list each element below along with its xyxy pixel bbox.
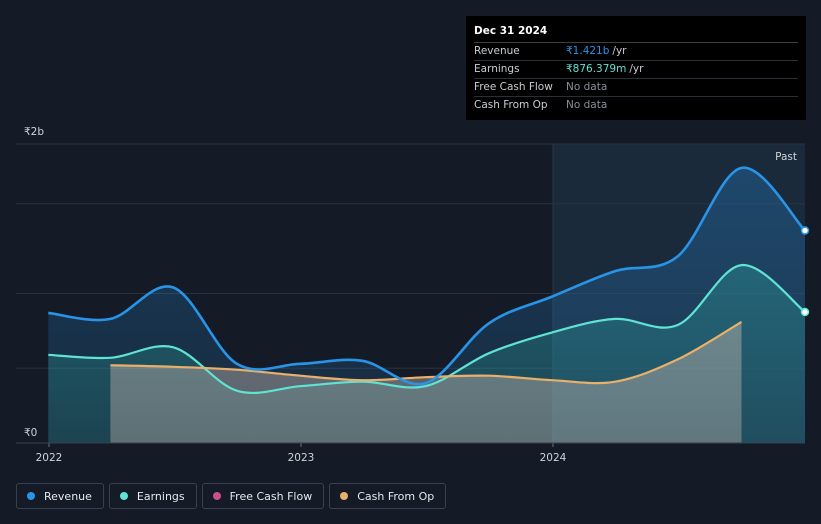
past-label: Past — [775, 151, 797, 163]
tooltip-label: Free Cash Flow — [474, 81, 553, 93]
tooltip-label: Revenue — [474, 45, 520, 57]
tooltip-label: Cash From Op — [474, 99, 548, 111]
tooltip-value: ₹876.379m — [566, 63, 627, 75]
free-cash-flow-dot-icon — [212, 492, 221, 500]
legend-label: Free Cash Flow — [229, 489, 313, 503]
x-tick-label: 2023 — [288, 452, 315, 464]
x-tick-label: 2024 — [540, 452, 567, 464]
earnings-end-marker — [800, 307, 810, 317]
legend-item-earnings[interactable]: Earnings — [108, 483, 197, 509]
legend-item-revenue[interactable]: Revenue — [16, 483, 104, 509]
tooltip-row-cfo: Cash From Op No data — [474, 97, 798, 114]
tooltip-value: No data — [566, 81, 608, 93]
revenue-dot-icon — [27, 492, 35, 500]
y-tick-label-top: ₹2b — [24, 126, 44, 138]
legend-label: Cash From Op — [357, 489, 435, 503]
tooltip: Dec 31 2024 Revenue ₹1.421b /yr Earnings… — [466, 16, 806, 120]
tooltip-date: Dec 31 2024 — [474, 22, 798, 43]
x-tick-label: 2022 — [36, 452, 63, 464]
legend-item-free-cash-flow[interactable]: Free Cash Flow — [201, 483, 325, 509]
legend: Revenue Earnings Free Cash Flow Cash Fro… — [16, 483, 447, 509]
revenue-end-marker — [800, 226, 810, 235]
tooltip-unit: /yr — [612, 45, 627, 57]
revenue-line — [48, 166, 805, 386]
cash-from-op-dot-icon — [340, 492, 349, 500]
chart-area: ₹2b ₹0 2022 2023 2024 Past — [16, 126, 810, 464]
cash-from-op-line — [110, 320, 743, 385]
y-tick-label-bottom: ₹0 — [24, 427, 37, 439]
tooltip-value: No data — [566, 99, 608, 111]
legend-label: Revenue — [44, 489, 92, 503]
tooltip-row-revenue: Revenue ₹1.421b /yr — [474, 43, 798, 61]
legend-label: Earnings — [136, 489, 185, 503]
tooltip-value: ₹1.421b — [566, 45, 610, 57]
tooltip-row-earnings: Earnings ₹876.379m /yr — [474, 61, 798, 79]
earnings-dot-icon — [119, 492, 128, 500]
legend-item-cash-from-op[interactable]: Cash From Op — [329, 483, 447, 509]
tooltip-unit: /yr — [629, 63, 644, 75]
tooltip-label: Earnings — [474, 63, 520, 75]
earnings-line — [48, 263, 805, 395]
tooltip-row-fcf: Free Cash Flow No data — [474, 79, 798, 97]
